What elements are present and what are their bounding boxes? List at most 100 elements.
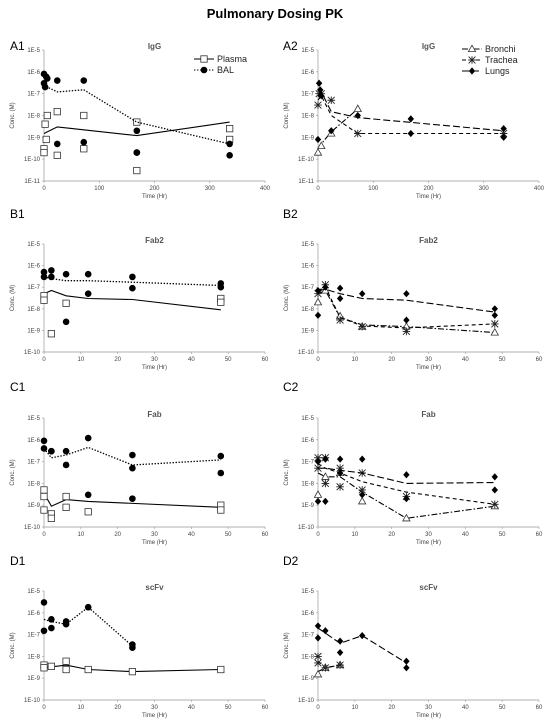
y-tick-label: 1E-8 — [27, 307, 40, 313]
data-point-bal — [53, 140, 61, 148]
data-point-plasma — [40, 486, 48, 494]
y-tick-label: 1E-7 — [301, 285, 314, 291]
panel-label: A2 — [283, 39, 298, 53]
y-tick-label: 1E-8 — [27, 481, 40, 487]
data-point-lungs — [336, 284, 344, 292]
data-point-lungs — [328, 127, 335, 135]
panel-label: B2 — [283, 207, 298, 221]
data-point-plasma — [62, 299, 70, 307]
data-point-plasma — [133, 166, 141, 175]
panel-title: IgG — [148, 42, 161, 51]
x-axis-label: Time (Hr) — [142, 713, 167, 719]
data-point-lungs — [322, 283, 329, 291]
y-tick-label: 1E-6 — [27, 70, 40, 76]
y-axis-label: Conc. (M) — [284, 102, 290, 128]
x-tick-label: 50 — [499, 357, 506, 363]
data-point-lungs — [336, 294, 344, 303]
legend-marker-lungs — [468, 67, 476, 75]
panel-d2: D2 scFv 1E-10 1E-9 1E-8 1E-7 1E-6 1E-5 0 10 20 30 40… — [283, 554, 543, 719]
y-axis-label: Conc. (M) — [10, 459, 16, 485]
x-tick-label: 30 — [425, 705, 432, 711]
x-tick-label: 20 — [388, 705, 395, 711]
y-tick-label: 1E-8 — [301, 307, 314, 313]
data-point-bronchi — [321, 472, 330, 480]
x-axis-label: Time (Hr) — [416, 540, 441, 546]
panel-title: scFv — [419, 583, 438, 592]
data-point-trachea — [327, 96, 336, 105]
y-axis-label: Conc. (M) — [284, 459, 290, 485]
data-point-trachea — [358, 322, 366, 331]
data-point-lungs — [500, 125, 507, 133]
panel-b1: B1 Fab2 1E-10 1E-9 1E-8 1E-7 1E-6 1E-5 0 10 20 30 40… — [10, 207, 269, 371]
y-tick-label: 1E-9 — [301, 135, 314, 141]
x-tick-label: 0 — [316, 186, 320, 192]
data-point-lungs — [318, 92, 325, 100]
y-tick-label: 1E-9 — [27, 135, 40, 141]
y-tick-label: 1E-8 — [27, 114, 40, 120]
data-point-plasma — [62, 492, 70, 501]
data-point-bal — [62, 270, 70, 278]
y-axis-label: Conc. (M) — [284, 632, 290, 658]
x-tick-label: 30 — [425, 532, 432, 538]
data-point-plasma — [80, 111, 88, 120]
data-point-bronchi — [490, 327, 500, 336]
data-point-bal — [84, 290, 92, 298]
x-tick-label: 0 — [42, 357, 46, 363]
data-point-plasma — [40, 664, 48, 672]
data-point-trachea — [321, 663, 330, 672]
data-point-lungs — [407, 115, 415, 123]
x-tick-label: 30 — [425, 357, 432, 363]
data-point-plasma — [217, 506, 225, 514]
x-tick-label: 10 — [77, 532, 84, 538]
y-tick-label: 1E-7 — [27, 633, 40, 639]
y-tick-label: 1E-7 — [301, 92, 314, 98]
data-point-lungs — [403, 664, 410, 672]
panel-b2: B2 Fab2 1E-10 1E-9 1E-8 1E-7 1E-6 1E-5 0 10 20 30 40… — [283, 207, 543, 371]
x-tick-label: 50 — [499, 532, 506, 538]
data-point-trachea — [358, 486, 366, 494]
series-line-bal — [43, 446, 221, 466]
panel-title: Fab2 — [145, 236, 164, 245]
x-tick-label: 10 — [351, 357, 358, 363]
series-line-lungs — [317, 288, 495, 313]
y-tick-label: 1E-5 — [301, 242, 314, 248]
data-point-lungs — [336, 455, 344, 463]
data-point-plasma — [40, 296, 48, 304]
series-line-bal — [43, 606, 133, 647]
data-point-lungs — [403, 290, 410, 298]
data-point-lungs — [317, 86, 324, 94]
panel-label: A1 — [10, 39, 25, 53]
data-point-bal — [41, 83, 49, 91]
panel-title: scFv — [145, 583, 164, 592]
x-tick-label: 60 — [262, 532, 269, 538]
data-point-bal — [40, 437, 48, 445]
data-point-bronchi — [317, 141, 326, 150]
x-tick-label: 40 — [188, 705, 195, 711]
x-axis-label: Time (Hr) — [416, 713, 441, 719]
data-point-bal — [133, 149, 141, 156]
data-point-lungs — [359, 491, 366, 499]
legend-label-trachea: Trachea — [485, 55, 518, 65]
x-tick-label: 400 — [260, 186, 271, 192]
y-tick-label: 1E-7 — [27, 92, 40, 98]
data-point-trachea — [491, 500, 499, 509]
data-point-lungs — [322, 627, 329, 635]
x-tick-label: 30 — [151, 705, 158, 711]
data-point-bal — [48, 447, 55, 455]
y-tick-label: 1E-6 — [301, 264, 314, 270]
y-tick-label: 1E-7 — [301, 633, 314, 639]
y-tick-label: 1E-10 — [298, 157, 315, 163]
x-tick-label: 0 — [42, 705, 46, 711]
panel-a2: A2 IgG 1E-11 1E-10 1E-9 1E-8 1E-7 1E-6 1E-5 0 100 2… — [283, 39, 545, 200]
x-tick-label: 300 — [205, 186, 216, 192]
data-point-bal — [48, 616, 55, 623]
data-point-bal — [62, 618, 70, 625]
data-point-trachea — [336, 661, 344, 669]
data-point-plasma — [217, 665, 225, 674]
panel-label: D1 — [10, 554, 26, 568]
y-tick-label: 1E-9 — [301, 328, 314, 334]
x-tick-label: 30 — [151, 357, 158, 363]
data-point-plasma — [62, 665, 70, 674]
